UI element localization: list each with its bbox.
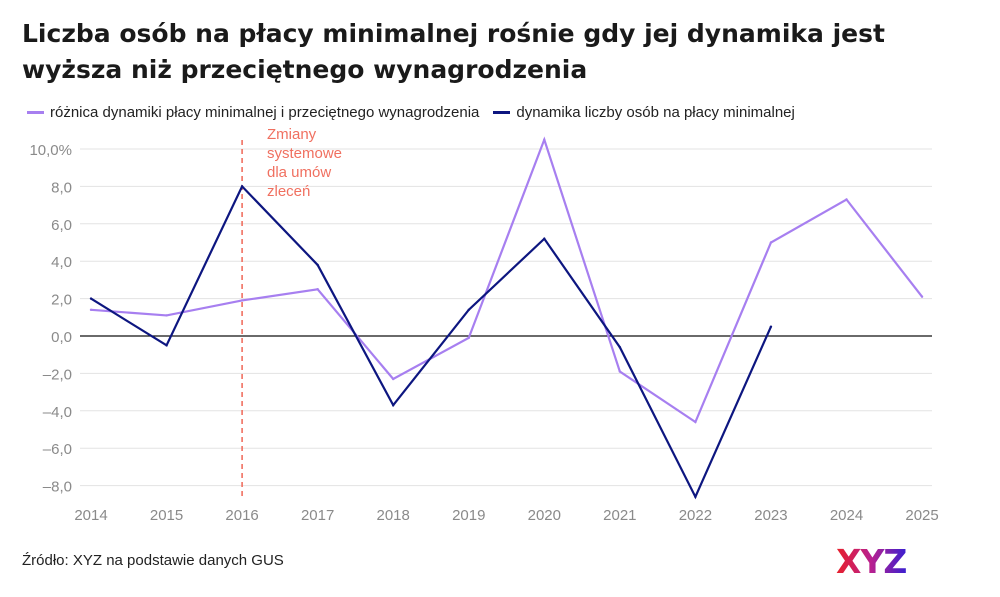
series-point-0 [618, 370, 622, 373]
x-tick-label: 2021 [603, 507, 636, 524]
series-point-0 [392, 377, 395, 381]
x-tick-label: 2018 [377, 507, 410, 524]
x-tick-label: 2024 [830, 507, 863, 524]
series-point-0 [694, 420, 697, 424]
y-tick-label: –8,0 [43, 479, 72, 496]
series-layer [89, 136, 924, 500]
y-tick-label: –4,0 [43, 404, 72, 421]
annotation-line-text: systemowe [267, 145, 342, 162]
series-point-0 [165, 314, 168, 317]
x-tick-label: 2022 [679, 507, 712, 524]
x-tick-label: 2017 [301, 507, 334, 524]
series-point-0 [89, 308, 93, 312]
series-line-0 [90, 136, 923, 424]
chart-legend: różnica dynamiki płacy minimalnej i prze… [27, 104, 809, 121]
series-point-1 [618, 346, 622, 349]
y-tick-label: 0,0 [51, 329, 72, 346]
legend-swatch-diff [27, 111, 44, 114]
legend-item-count: dynamika liczby osób na płacy minimalnej [493, 104, 795, 121]
logo-text: XYZ [836, 544, 906, 578]
series-point-1 [392, 403, 395, 407]
xyz-logo: XYZ [836, 544, 907, 578]
annotation-line-text: dla umów [267, 164, 331, 181]
y-tick-label: –6,0 [43, 441, 72, 458]
legend-label-count: dynamika liczby osób na płacy minimalnej [516, 104, 795, 121]
x-tick-label: 2014 [74, 507, 107, 524]
x-tick-label: 2016 [225, 507, 258, 524]
x-tick-label: 2025 [905, 507, 938, 524]
series-point-1 [89, 297, 93, 300]
annotation-text: Zmiany systemowe dla umów zleceń [267, 126, 342, 200]
x-tick-label: 2023 [754, 507, 787, 524]
y-tick-label: 6,0 [51, 217, 72, 234]
series-point-1 [694, 495, 697, 499]
series-point-0 [543, 138, 546, 141]
series-point-0 [920, 295, 924, 298]
annotation-line-text: Zmiany [267, 126, 317, 143]
legend-swatch-count [493, 111, 511, 114]
y-tick-label: –2,0 [43, 366, 72, 383]
x-tick-label: 2019 [452, 507, 485, 524]
y-tick-label: 4,0 [51, 254, 72, 271]
annotation-line-text: zleceń [267, 183, 310, 200]
x-tick-label: 2020 [528, 507, 561, 524]
series-point-1 [240, 185, 244, 188]
y-tick-label: 2,0 [51, 292, 72, 309]
grid-layer [80, 148, 932, 487]
series-point-1 [543, 237, 546, 240]
series-point-1 [467, 308, 470, 312]
y-tick-label: 10,0% [29, 142, 72, 159]
x-tick-label: 2015 [150, 507, 183, 524]
series-point-0 [845, 198, 848, 201]
series-point-1 [165, 344, 168, 347]
series-point-0 [240, 299, 244, 302]
legend-item-diff: różnica dynamiki płacy minimalnej i prze… [27, 104, 479, 121]
series-line-1 [90, 184, 772, 500]
series-point-1 [769, 325, 773, 328]
legend-label-diff: różnica dynamiki płacy minimalnej i prze… [50, 104, 480, 121]
source-note: Źródło: XYZ na podstawie danych GUS [22, 552, 284, 569]
series-point-0 [316, 288, 319, 291]
series-point-0 [467, 336, 470, 340]
chart-title: Liczba osób na płacy minimalnej rośnie g… [22, 19, 885, 84]
series-point-1 [316, 263, 319, 267]
series-point-0 [769, 241, 773, 244]
tick-layer: 10,0% 8,0 6,0 4,0 2,0 0,0 –2,0 –4,0 –6,0 –8,02014… [29, 142, 938, 524]
annotation-layer: Zmiany systemowe dla umów zleceń [241, 126, 342, 496]
y-tick-label: 8,0 [51, 179, 72, 196]
